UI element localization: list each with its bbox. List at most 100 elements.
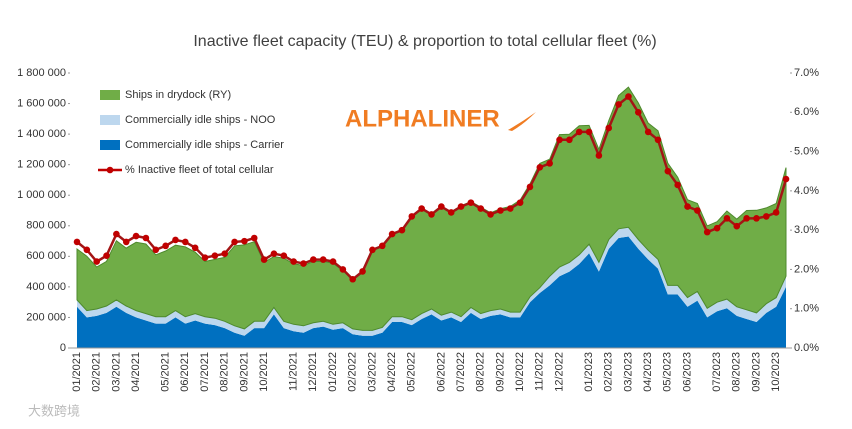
marker — [201, 254, 209, 261]
legend-label: Commercially idle ships - Carrier — [125, 139, 284, 151]
marker — [398, 226, 406, 234]
marker — [369, 246, 376, 254]
marker — [733, 222, 741, 230]
marker — [447, 209, 455, 216]
x-tick-label: 04/2023 — [642, 352, 654, 392]
marker — [438, 203, 445, 210]
x-tick-label: 07/2021 — [199, 352, 211, 392]
x-tick-label: 04/2021 — [130, 352, 142, 392]
marker — [162, 242, 169, 250]
marker — [122, 238, 130, 246]
x-tick-label: 10/2023 — [770, 352, 782, 392]
logo-swoosh — [508, 112, 536, 131]
marker — [516, 199, 524, 206]
x-tick-label: 01/2021 — [71, 352, 83, 392]
x-tick-label: 04/2022 — [386, 352, 398, 392]
marker — [250, 234, 258, 242]
y-tick-label: 200 000 — [26, 311, 66, 323]
marker — [526, 183, 534, 191]
x-tick-label: 05/2021 — [160, 352, 172, 392]
marker — [191, 244, 199, 252]
marker — [585, 128, 593, 136]
x-tick-label: 07/2023 — [711, 352, 723, 392]
marker — [782, 175, 790, 183]
marker — [172, 236, 179, 244]
marker — [388, 230, 396, 238]
marker — [241, 237, 248, 245]
marker — [713, 224, 721, 232]
x-tick-label: 08/2023 — [731, 352, 743, 392]
marker — [280, 252, 288, 259]
marker — [142, 234, 150, 242]
x-tick-label: 01/2023 — [583, 352, 595, 392]
legend-marker — [106, 166, 114, 174]
y2-tick-label: 0.0% — [794, 342, 819, 354]
x-tick-label: 11/2021 — [288, 352, 300, 391]
x-tick-label: 09/2022 — [494, 352, 506, 392]
marker — [349, 275, 357, 283]
x-tick-label: 10/2021 — [258, 352, 270, 392]
y-tick-label: 600 000 — [26, 250, 66, 262]
marker — [575, 128, 583, 136]
x-tick-label: 06/2021 — [179, 352, 191, 392]
y-tick-label: 1 200 000 — [17, 159, 66, 171]
y-tick-label: 400 000 — [26, 281, 66, 293]
marker — [634, 108, 642, 116]
marker — [93, 258, 100, 265]
x-tick-label: 02/2023 — [603, 352, 615, 392]
marker — [772, 209, 780, 216]
y-tick-label: 0 — [60, 342, 66, 354]
marker — [674, 181, 681, 189]
legend-swatch — [100, 115, 120, 125]
marker — [73, 238, 81, 246]
y2-tick-label: 4.0% — [794, 185, 819, 197]
marker — [654, 136, 662, 144]
marker — [329, 258, 337, 265]
x-tick-label: 03/2023 — [622, 352, 634, 392]
y2-tick-label: 5.0% — [794, 145, 819, 157]
marker — [644, 128, 652, 136]
marker — [152, 246, 160, 254]
marker — [595, 152, 603, 159]
marker — [753, 215, 760, 222]
marker — [457, 203, 465, 210]
marker — [270, 250, 278, 258]
marker — [615, 101, 622, 108]
area — [76, 86, 787, 331]
x-tick-label: 09/2021 — [238, 352, 250, 392]
y-tick-label: 1 400 000 — [17, 128, 66, 140]
x-tick-label: 09/2023 — [750, 352, 762, 392]
marker — [83, 246, 91, 254]
marker — [231, 238, 238, 246]
marker — [664, 167, 672, 175]
legend-label: Ships in drydock (RY) — [125, 89, 231, 101]
legend-swatch — [100, 90, 120, 100]
y2-tick-label: 3.0% — [794, 224, 819, 236]
x-tick-label: 02/2022 — [347, 352, 359, 392]
marker — [408, 213, 416, 220]
marker — [378, 242, 386, 250]
marker — [418, 205, 425, 212]
x-tick-label: 12/2021 — [307, 352, 319, 392]
marker — [182, 238, 189, 246]
marker — [506, 205, 514, 212]
marker — [310, 256, 317, 263]
x-tick-label: 01/2022 — [327, 352, 339, 392]
x-tick-label: 05/2022 — [406, 352, 418, 392]
marker — [605, 124, 613, 132]
y-tick-label: 800 000 — [26, 220, 66, 232]
marker — [694, 207, 701, 214]
x-tick-label: 07/2022 — [455, 352, 467, 392]
y-tick-label: 1 800 000 — [17, 67, 66, 79]
marker — [625, 93, 632, 100]
y2-tick-label: 7.0% — [794, 67, 819, 79]
x-tick-label: 10/2022 — [514, 352, 526, 392]
y2-tick-label: 1.0% — [794, 303, 819, 315]
marker — [359, 268, 366, 275]
legend-label: Commercially idle ships - NOO — [125, 114, 276, 126]
marker — [467, 199, 475, 206]
y-tick-label: 1 000 000 — [17, 189, 66, 201]
x-tick-label: 03/2021 — [110, 352, 122, 392]
